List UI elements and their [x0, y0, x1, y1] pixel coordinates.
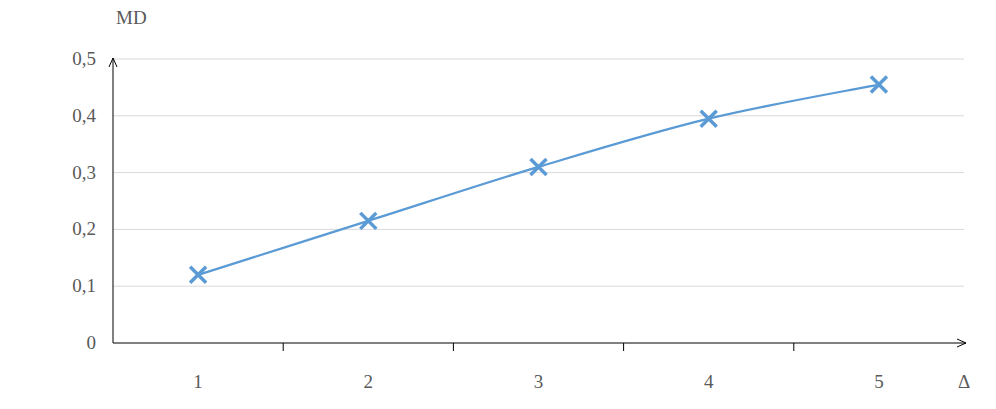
data-line — [198, 85, 879, 275]
x-tick — [283, 343, 284, 351]
x-tick-label: 4 — [704, 371, 714, 392]
grid-line — [113, 172, 964, 173]
y-tick-label: 0,1 — [72, 275, 96, 296]
y-tick-label: 0,4 — [72, 105, 96, 126]
data-group — [190, 77, 887, 283]
x-axis-title: Δ — [958, 371, 970, 392]
y-axis — [113, 58, 114, 343]
grid-line — [113, 286, 964, 287]
data-point — [531, 159, 547, 175]
data-point — [701, 111, 717, 127]
grid-line — [113, 229, 964, 230]
grid-line — [113, 115, 964, 116]
data-point — [360, 213, 376, 229]
x-tick — [793, 343, 794, 351]
grid — [113, 59, 964, 286]
x-axis — [113, 343, 966, 344]
data-point — [871, 77, 887, 93]
chart-svg: 0 0,1 0,2 0,3 0,4 0,5 1 2 3 4 5 MD Δ — [0, 0, 996, 409]
x-tick — [623, 343, 624, 351]
x-tick-label: 1 — [193, 371, 203, 392]
y-tick-label: 0,2 — [72, 218, 96, 239]
data-point — [190, 267, 206, 283]
x-tick-label: 2 — [364, 371, 374, 392]
y-tick-label: 0,3 — [72, 162, 96, 183]
axes — [109, 58, 966, 351]
y-axis-title: MD — [116, 7, 147, 28]
y-axis-arrow — [109, 58, 117, 67]
x-axis-arrow — [957, 339, 966, 347]
y-tick-label: 0 — [87, 332, 97, 353]
x-tick-label: 3 — [534, 371, 544, 392]
chart-container: 0 0,1 0,2 0,3 0,4 0,5 1 2 3 4 5 MD Δ — [0, 0, 996, 409]
x-tick-label: 5 — [874, 371, 884, 392]
x-tick — [453, 343, 454, 351]
grid-line — [113, 59, 964, 60]
y-tick-label: 0,5 — [72, 48, 96, 69]
